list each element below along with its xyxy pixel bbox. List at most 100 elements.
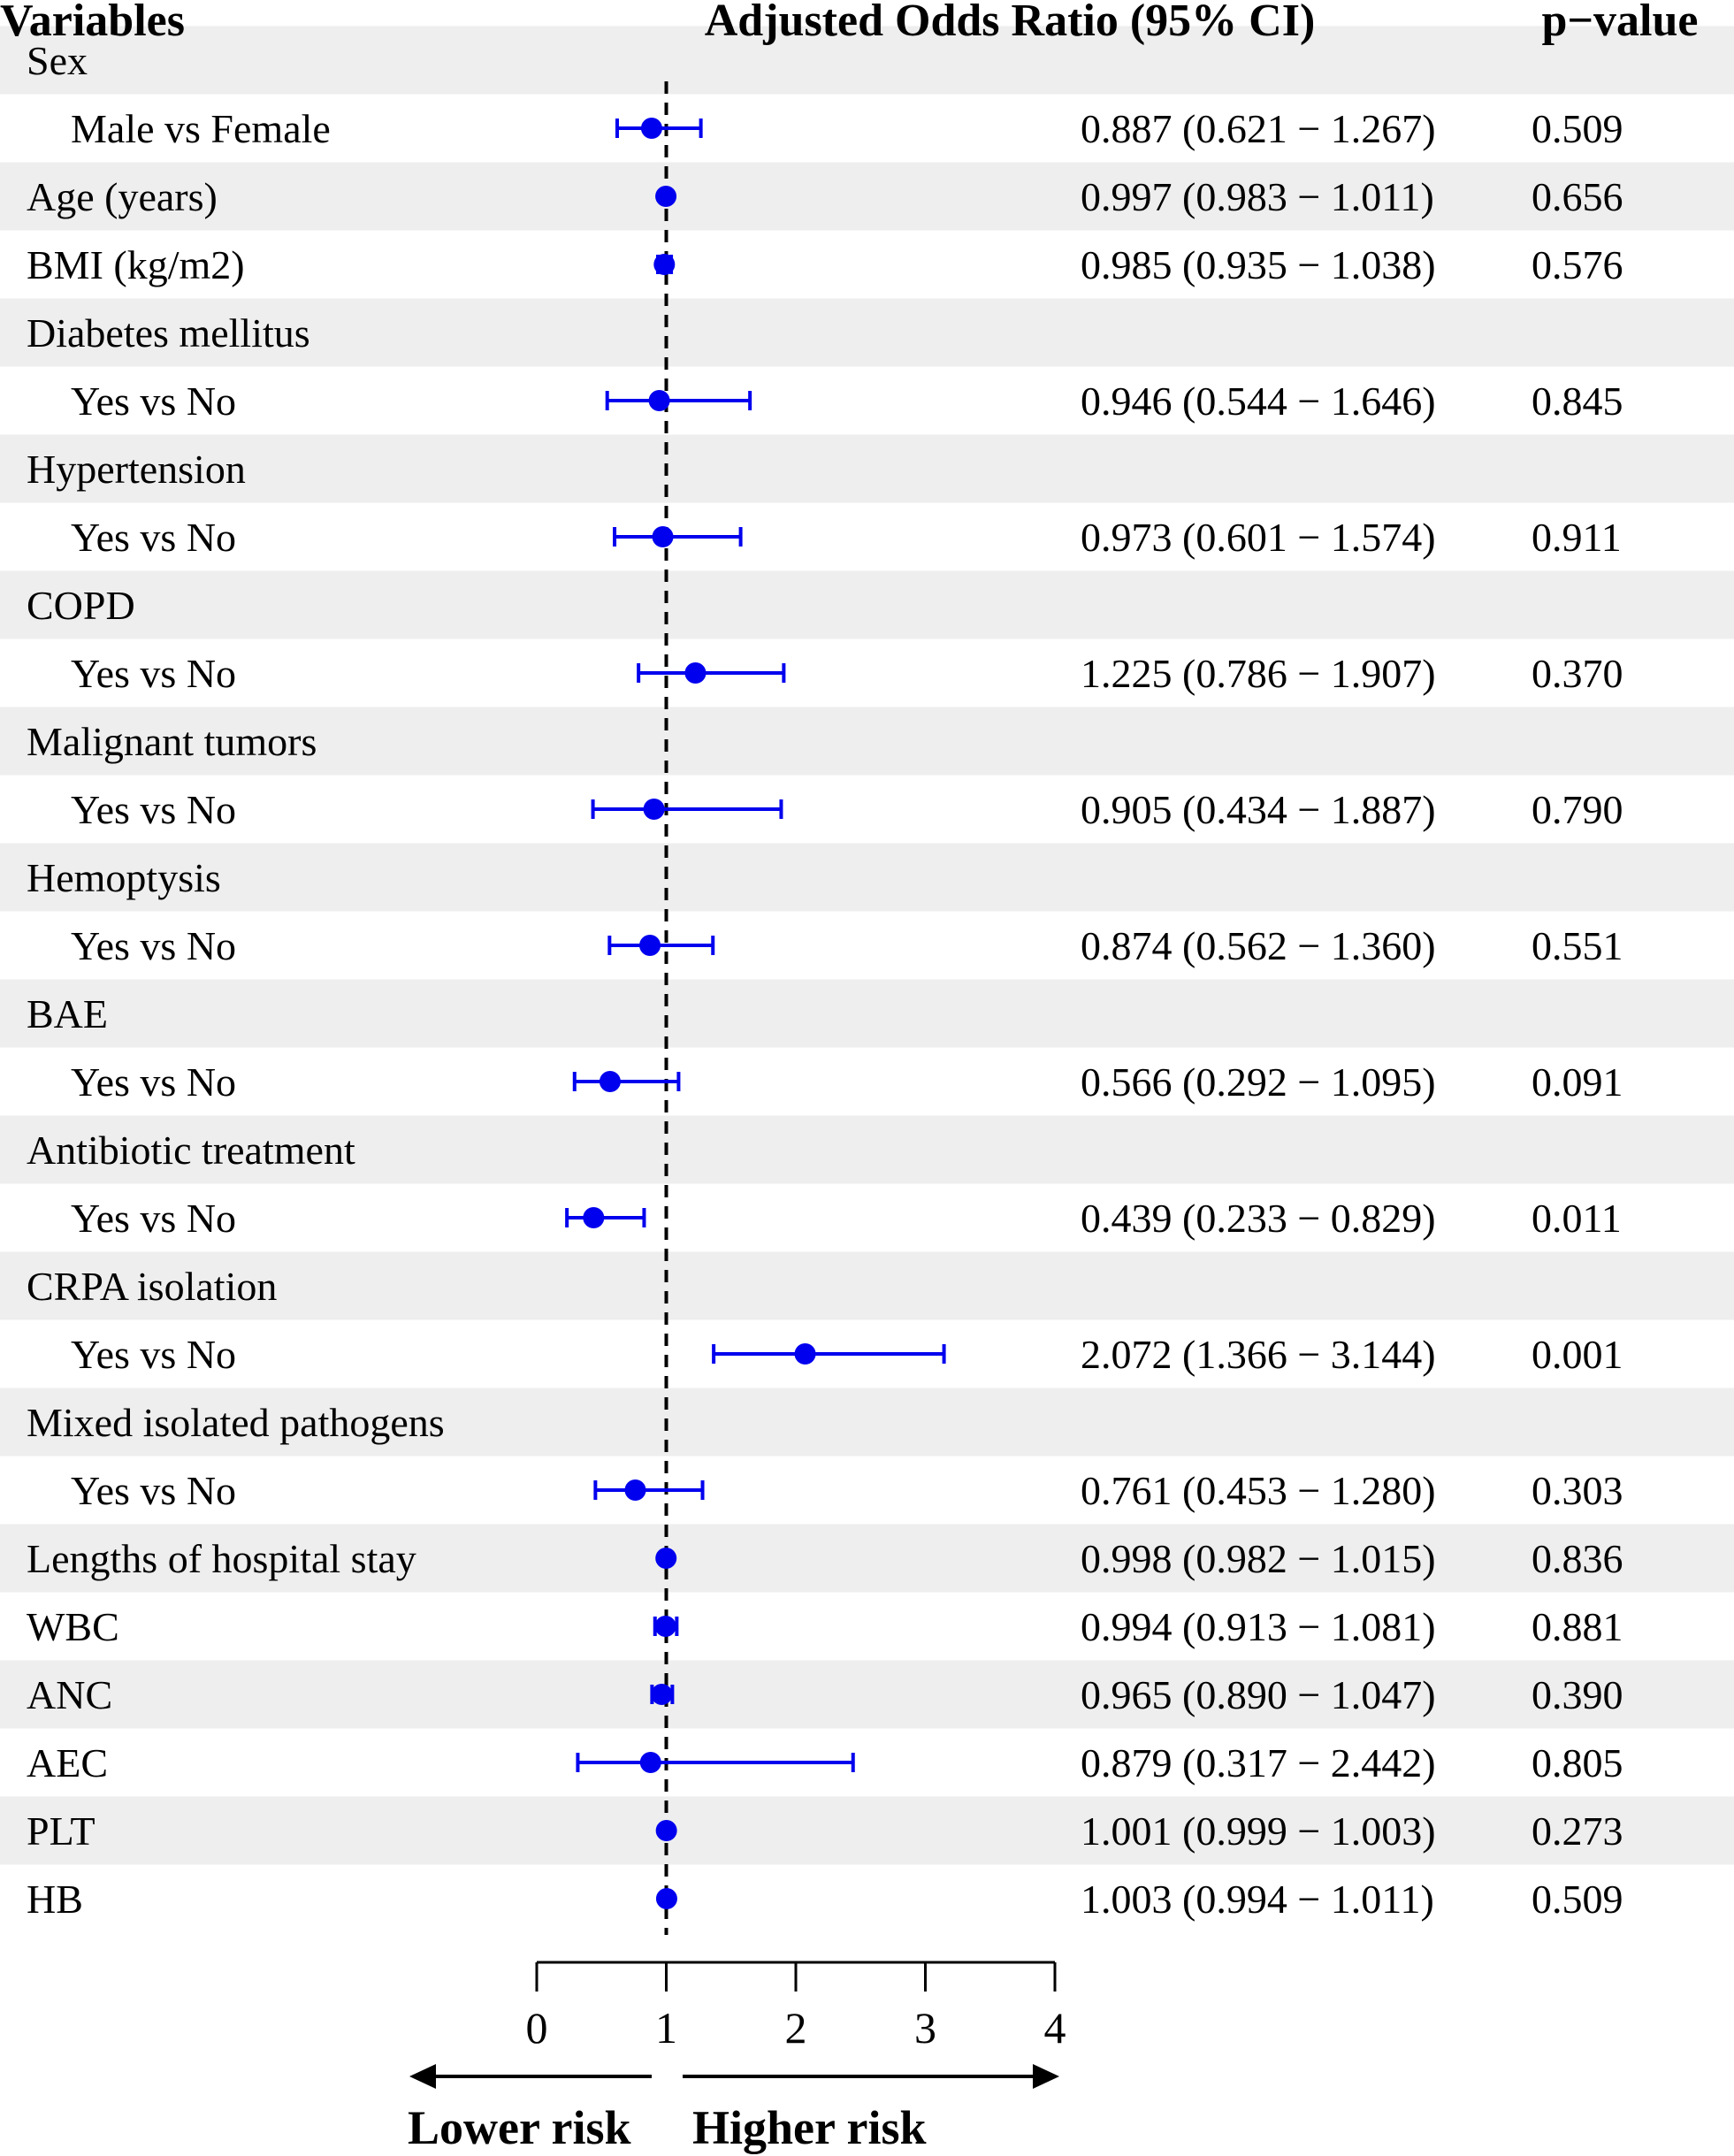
row-label: Antibiotic treatment	[27, 1128, 355, 1173]
row-stripe	[0, 1388, 1734, 1456]
row-label: Male vs Female	[71, 106, 331, 151]
x-tick-label: 0	[526, 2003, 548, 2053]
row-stripe	[0, 26, 1734, 95]
estimate-mark	[615, 118, 703, 139]
row-stripe	[0, 1660, 1734, 1729]
row-label: COPD	[27, 583, 135, 628]
ci-text: 0.994 (0.913 − 1.081)	[1081, 1604, 1436, 1649]
header-variables: Variables	[0, 0, 185, 46]
ci-text: 1.003 (0.994 − 1.011)	[1081, 1877, 1434, 1922]
ci-text: 0.874 (0.562 − 1.360)	[1081, 923, 1436, 968]
x-tick-label: 4	[1044, 2003, 1066, 2053]
forest-rows: Sex Male vs Female 0.887 (0.621 − 1.267) 0.…	[27, 38, 1623, 1922]
estimate-mark	[655, 1820, 677, 1841]
row-label: HB	[27, 1877, 83, 1922]
row-label: Lengths of hospital stay	[27, 1536, 416, 1581]
row-stripe	[0, 1251, 1734, 1320]
estimate-mark	[712, 1343, 946, 1365]
p-value: 0.551	[1532, 923, 1623, 968]
row-label: Yes vs No	[71, 1059, 236, 1105]
row-label: Yes vs No	[71, 923, 236, 968]
row-label: Yes vs No	[71, 378, 236, 424]
odds-ratio-point	[624, 1479, 646, 1501]
odds-ratio-point	[655, 186, 677, 207]
odds-ratio-point	[640, 118, 662, 139]
odds-ratio-point	[648, 390, 670, 411]
p-value: 0.273	[1532, 1808, 1623, 1854]
odds-ratio-point	[639, 935, 661, 956]
row-stripe	[0, 162, 1734, 231]
ci-text: 1.001 (0.999 − 1.003)	[1081, 1808, 1436, 1854]
row-stripe	[0, 843, 1734, 912]
p-value: 0.091	[1532, 1059, 1623, 1105]
row-stripe	[0, 1524, 1734, 1593]
ci-text: 0.985 (0.935 − 1.038)	[1081, 242, 1436, 287]
higher-risk-arrowhead	[1033, 2064, 1059, 2089]
row-stripe	[0, 1796, 1734, 1865]
estimate-mark	[572, 1071, 681, 1092]
row-stripe	[0, 570, 1734, 639]
estimate-mark	[653, 1616, 679, 1637]
x-axis: 0 1 2 3 4	[526, 1961, 1066, 2053]
p-value: 0.656	[1532, 174, 1623, 219]
p-value: 0.001	[1532, 1332, 1623, 1377]
row-label: Malignant tumors	[27, 719, 317, 764]
p-value: 0.790	[1532, 787, 1623, 832]
estimate-mark	[655, 1888, 677, 1909]
estimate-mark	[655, 1548, 677, 1569]
p-value: 0.845	[1532, 378, 1623, 424]
odds-ratio-point	[684, 662, 707, 684]
x-tick-label: 3	[914, 2003, 936, 2053]
ci-text: 1.225 (0.786 − 1.907)	[1081, 651, 1436, 696]
row-label: BMI (kg/m2)	[27, 242, 245, 287]
ci-text: 0.879 (0.317 − 2.442)	[1081, 1740, 1436, 1785]
odds-ratio-point	[655, 1548, 677, 1569]
row-label: Diabetes mellitus	[27, 310, 310, 356]
odds-ratio-point	[653, 254, 676, 275]
odds-ratio-point	[794, 1343, 816, 1365]
p-value: 0.911	[1532, 515, 1622, 560]
row-label: CRPA isolation	[27, 1264, 277, 1309]
odds-ratio-point	[599, 1071, 621, 1092]
estimate-mark	[591, 799, 783, 820]
row-label: WBC	[27, 1604, 119, 1649]
ci-text: 0.946 (0.544 − 1.646)	[1081, 378, 1436, 424]
estimate-mark	[650, 1684, 675, 1705]
p-value: 0.303	[1532, 1468, 1623, 1513]
estimate-mark	[637, 662, 786, 684]
estimate-mark	[576, 1752, 855, 1773]
row-label: Hypertension	[27, 447, 246, 492]
row-stripe	[0, 979, 1734, 1048]
x-tick-label: 2	[785, 2003, 807, 2053]
estimate-mark	[605, 390, 752, 411]
ci-text: 0.887 (0.621 − 1.267)	[1081, 106, 1436, 151]
estimate-mark	[613, 526, 743, 547]
ci-text: 0.973 (0.601 − 1.574)	[1081, 515, 1436, 560]
ci-text: 0.761 (0.453 − 1.280)	[1081, 1468, 1436, 1513]
estimate-mark	[565, 1207, 646, 1228]
row-stripe	[0, 298, 1734, 367]
row-label: AEC	[27, 1740, 108, 1785]
ci-text: 0.566 (0.292 − 1.095)	[1081, 1059, 1436, 1105]
row-label: Yes vs No	[71, 1332, 236, 1377]
row-label: PLT	[27, 1808, 95, 1854]
odds-ratio-point	[655, 1820, 677, 1841]
row-label: BAE	[27, 991, 108, 1036]
ci-text: 2.072 (1.366 − 3.144)	[1081, 1332, 1436, 1377]
row-label: Yes vs No	[71, 787, 236, 832]
p-value: 0.509	[1532, 1877, 1623, 1922]
odds-ratio-point	[654, 1616, 676, 1637]
odds-ratio-point	[652, 526, 674, 547]
odds-ratio-point	[651, 1684, 673, 1705]
row-label: ANC	[27, 1672, 112, 1717]
row-label: Sex	[27, 38, 88, 83]
odds-ratio-point	[583, 1207, 605, 1228]
ci-text: 0.998 (0.982 − 1.015)	[1081, 1536, 1436, 1581]
p-value: 0.805	[1532, 1740, 1623, 1785]
estimate-mark	[655, 186, 677, 207]
ci-text: 0.965 (0.890 − 1.047)	[1081, 1672, 1436, 1717]
row-label: Yes vs No	[71, 1468, 236, 1513]
risk-direction: Lower risk Higher risk	[408, 2064, 1059, 2154]
p-value: 0.390	[1532, 1672, 1623, 1717]
x-tick-label: 1	[655, 2003, 677, 2053]
